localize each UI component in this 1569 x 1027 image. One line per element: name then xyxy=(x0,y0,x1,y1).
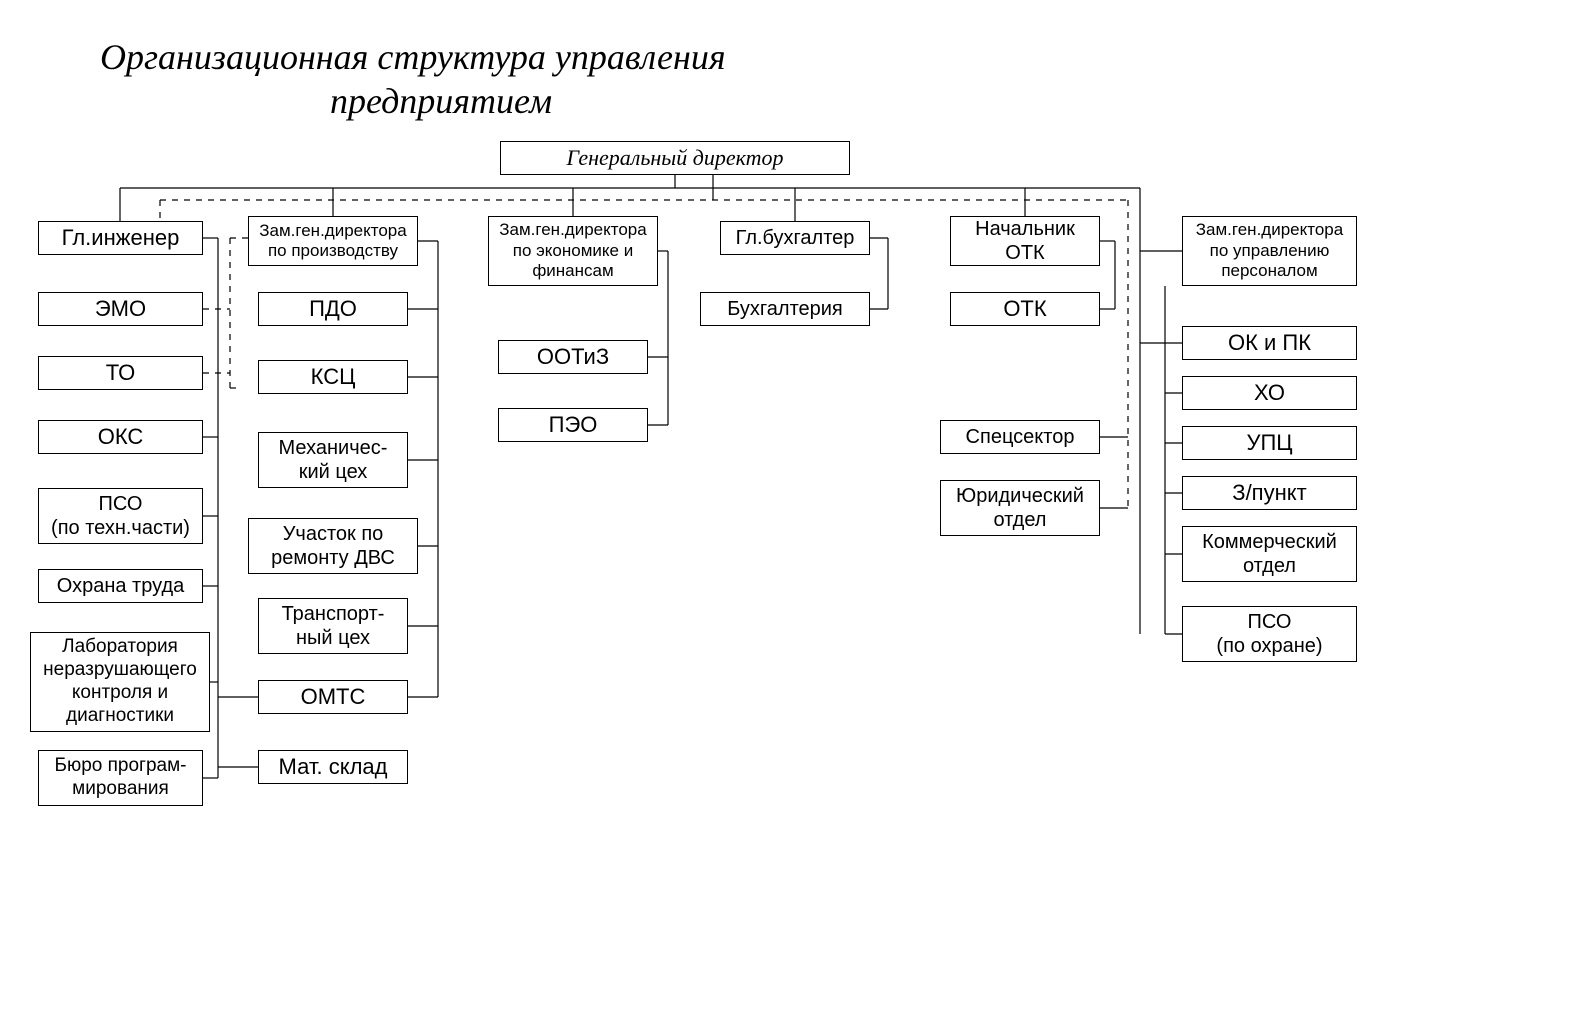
org-node-upc: УПЦ xyxy=(1182,426,1357,460)
org-node-komm: Коммерческийотдел xyxy=(1182,526,1357,582)
org-node-label: Спецсектор xyxy=(966,425,1075,449)
org-node-label: (по охране) xyxy=(1216,634,1322,658)
org-node-mech: Механичес-кий цех xyxy=(258,432,408,488)
org-node-label: диагностики xyxy=(66,705,174,728)
org-node-ho: ХО xyxy=(1182,376,1357,410)
org-node-label: ОТК xyxy=(1005,241,1044,265)
org-node-pso2: ПСО(по охране) xyxy=(1182,606,1357,662)
org-node-ootiz: ООТиЗ xyxy=(498,340,648,374)
org-node-label: Механичес- xyxy=(279,436,388,460)
org-node-eng: Гл.инженер xyxy=(38,221,203,255)
org-node-omtc: ОМТС xyxy=(258,680,408,714)
org-node-ohr: Охрана труда xyxy=(38,569,203,603)
org-node-label: Бухгалтерия xyxy=(727,297,843,321)
org-node-label: ОТК xyxy=(1003,296,1046,322)
org-node-lab: Лабораториянеразрушающегоконтроля идиагн… xyxy=(30,632,210,732)
org-node-label: Зам.ген.директора xyxy=(259,221,406,241)
org-node-label: кий цех xyxy=(299,460,368,484)
org-node-label: по экономике и xyxy=(513,241,633,261)
org-node-sklad: Мат. склад xyxy=(258,750,408,784)
org-node-label: ПСО xyxy=(99,492,143,516)
org-node-label: ООТиЗ xyxy=(537,344,609,370)
org-node-label: Коммерческий xyxy=(1202,530,1337,554)
org-node-jur: Юридическийотдел xyxy=(940,480,1100,536)
org-node-label: персоналом xyxy=(1221,261,1317,281)
org-node-otk: ОТК xyxy=(950,292,1100,326)
org-node-ksc: КСЦ xyxy=(258,360,408,394)
org-node-label: Зам.ген.директора xyxy=(499,220,646,240)
org-node-glbuh: Гл.бухгалтер xyxy=(720,221,870,255)
org-node-label: Бюро програм- xyxy=(54,755,186,778)
org-node-label: ПДО xyxy=(309,296,357,322)
org-node-label: ЭМО xyxy=(95,296,146,322)
org-node-label: Гл.инженер xyxy=(62,225,180,251)
org-node-trans: Транспорт-ный цех xyxy=(258,598,408,654)
org-node-label: З/пункт xyxy=(1232,480,1306,506)
org-node-label: УПЦ xyxy=(1246,430,1292,456)
org-node-buh: Бухгалтерия xyxy=(700,292,870,326)
org-node-spec: Спецсектор xyxy=(940,420,1100,454)
org-node-label: ОМТС xyxy=(301,684,366,710)
org-node-label: Гл.бухгалтер xyxy=(736,226,855,250)
org-node-zpunkt: З/пункт xyxy=(1182,476,1357,510)
org-node-root: Генеральный директор xyxy=(500,141,850,175)
org-node-label: Генеральный директор xyxy=(566,145,783,171)
org-node-label: неразрушающего xyxy=(43,659,197,682)
org-node-label: мирования xyxy=(72,778,169,801)
org-node-label: Зам.ген.директора xyxy=(1196,220,1343,240)
org-node-emo: ЭМО xyxy=(38,292,203,326)
org-node-notk: НачальникОТК xyxy=(950,216,1100,266)
org-node-zprod: Зам.ген.директорапо производству xyxy=(248,216,418,266)
org-node-label: КСЦ xyxy=(311,364,356,390)
org-node-label: ПЭО xyxy=(549,412,598,438)
org-node-label: ОК и ПК xyxy=(1228,330,1311,356)
chart-title-line2: предприятием xyxy=(330,80,552,122)
org-node-label: ХО xyxy=(1254,380,1285,406)
org-node-label: ный цех xyxy=(296,626,370,650)
org-node-dvs: Участок поремонту ДВС xyxy=(248,518,418,574)
org-node-okpk: ОК и ПК xyxy=(1182,326,1357,360)
org-node-pso1: ПСО(по техн.части) xyxy=(38,488,203,544)
org-node-label: Участок по xyxy=(283,522,384,546)
org-node-label: финансам xyxy=(532,261,613,281)
org-node-label: отдел xyxy=(994,508,1047,532)
org-node-label: Транспорт- xyxy=(282,602,385,626)
org-node-label: по управлению xyxy=(1210,241,1330,261)
org-node-label: отдел xyxy=(1243,554,1296,578)
org-node-label: Начальник xyxy=(975,217,1075,241)
org-node-oks: ОКС xyxy=(38,420,203,454)
org-node-label: Мат. склад xyxy=(279,754,388,780)
org-node-label: ОКС xyxy=(98,424,144,450)
chart-title-line1: Организационная структура управления xyxy=(100,36,726,78)
org-node-label: ремонту ДВС xyxy=(271,546,395,570)
org-node-label: контроля и xyxy=(72,682,168,705)
org-node-pdo: ПДО xyxy=(258,292,408,326)
org-node-label: ТО xyxy=(106,360,136,386)
org-node-prog: Бюро програм-мирования xyxy=(38,750,203,806)
org-node-label: (по техн.части) xyxy=(51,516,190,540)
org-node-label: Охрана труда xyxy=(57,574,185,598)
org-chart-canvas: Организационная структура управления пре… xyxy=(0,0,1569,1027)
org-node-to: ТО xyxy=(38,356,203,390)
org-node-zek: Зам.ген.директорапо экономике ифинансам xyxy=(488,216,658,286)
org-node-label: по производству xyxy=(268,241,398,261)
org-node-zhr: Зам.ген.директорапо управлениюперсоналом xyxy=(1182,216,1357,286)
org-node-peo: ПЭО xyxy=(498,408,648,442)
org-node-label: Юридический xyxy=(956,484,1084,508)
org-node-label: ПСО xyxy=(1248,610,1292,634)
org-node-label: Лаборатория xyxy=(62,636,178,659)
